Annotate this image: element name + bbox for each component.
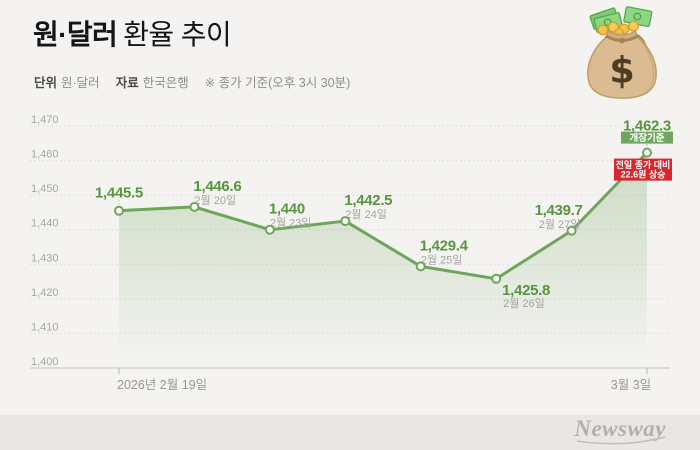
data-point-value: 1,429.4	[420, 237, 469, 254]
data-point-marker	[415, 261, 426, 272]
data-point-value: 1,446.6	[193, 178, 241, 195]
y-tick-label: 1,460	[31, 149, 59, 161]
footer-bar: Newsway	[0, 415, 700, 450]
data-point-value: 1,462.3	[623, 118, 671, 135]
y-tick-label: 1,410	[31, 321, 59, 333]
data-point-marker	[491, 273, 502, 284]
data-point-date: 2월 20일	[194, 193, 236, 207]
source-label: 자료	[115, 76, 139, 90]
y-tick-label: 1,440	[31, 218, 59, 230]
data-point-marker	[340, 216, 351, 227]
data-point-value: 1,425.8	[502, 282, 550, 299]
chart-meta: 단위 원·달러 자료 한국은행 ※ 종가 기준(오후 3시 30분)	[34, 72, 350, 91]
data-point-date: 2월 25일	[421, 252, 463, 266]
open-basis-tag-label: 개장기준	[630, 132, 665, 144]
data-point-marker	[114, 205, 124, 216]
data-point-value: 1,445.5	[95, 185, 143, 202]
dollar-sign: $	[609, 49, 634, 92]
brand-logo: Newsway	[573, 416, 666, 445]
data-point-marker	[264, 224, 275, 235]
change-badge	[614, 158, 672, 181]
gold-coins	[597, 20, 639, 38]
data-point-marker	[642, 147, 652, 158]
open-basis-tag	[621, 131, 673, 144]
bag-shading	[629, 36, 655, 98]
data-point-value: 1,440	[269, 201, 305, 218]
unit-value: 원·달러	[61, 76, 100, 90]
x-axis-label-last: 3월 3일	[611, 378, 651, 392]
bag-knot	[619, 37, 625, 44]
change-badge-line1: 전일 종가 대비	[616, 159, 671, 170]
unit-label: 단위	[34, 76, 58, 90]
page-title: 원·달러 환율 추이	[33, 18, 232, 52]
y-tick-label: 1,450	[31, 183, 59, 195]
y-tick-label: 1,420	[31, 287, 59, 299]
change-badge-line2: 22.6원 상승	[621, 169, 666, 180]
y-tick-label: 1,470	[31, 114, 59, 126]
data-point-date: 2월 24일	[345, 207, 387, 221]
data-point-value: 1,442.5	[344, 192, 392, 209]
money-bag-icon: $	[587, 6, 657, 99]
x-axis-label-first: 2026년 2월 19일	[117, 378, 207, 392]
brand-text: Newsway	[573, 416, 666, 441]
data-point-date: 2월 26일	[503, 296, 545, 310]
title-rest: 환율 추이	[123, 19, 232, 50]
source-value: 한국은행	[142, 76, 189, 90]
y-tick-label: 1,400	[31, 356, 59, 368]
data-point-marker	[566, 225, 577, 236]
y-tick-label: 1,430	[31, 252, 59, 264]
data-point-value: 1,439.7	[535, 202, 583, 219]
data-point-date: 2월 23일	[270, 216, 312, 230]
series-area	[119, 152, 647, 368]
series-line	[117, 151, 649, 281]
data-point-marker	[189, 201, 200, 212]
logo-swoosh-icon	[576, 436, 666, 445]
basis-note: ※ 종가 기준(오후 3시 30분)	[204, 76, 351, 90]
title-currency: 원·달러	[33, 19, 118, 50]
